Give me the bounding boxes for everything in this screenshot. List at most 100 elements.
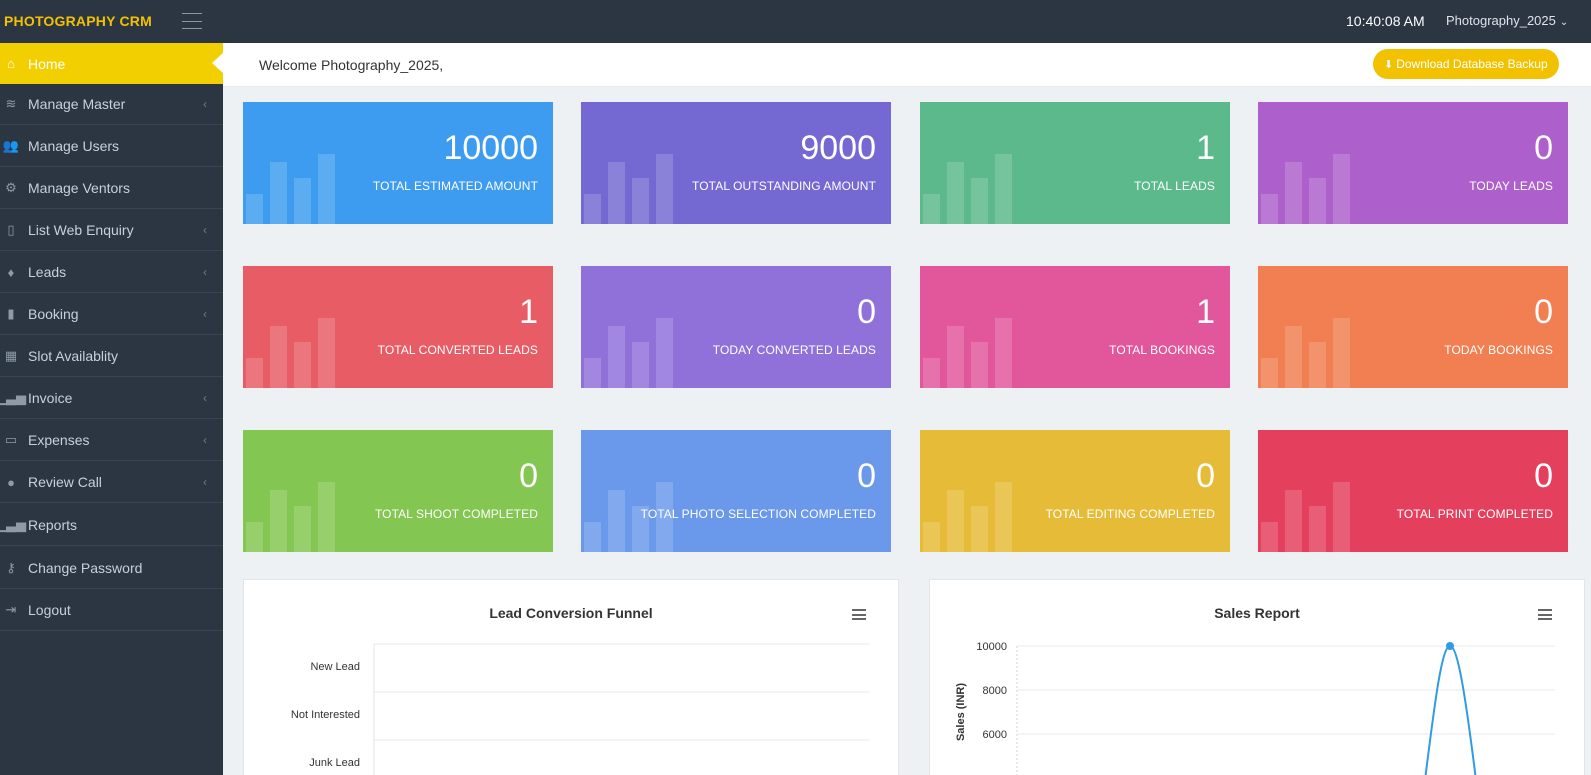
welcome-text: Welcome Photography_2025, bbox=[259, 57, 444, 73]
funnel-category-label: New Lead bbox=[310, 661, 360, 673]
sales-report-title: Sales Report bbox=[1214, 605, 1300, 621]
chevron-left-icon: ‹ bbox=[203, 307, 207, 321]
stat-value: 0 bbox=[1534, 457, 1553, 495]
sales-report-panel: Sales Report 10000 8000 6000 Sales (INR) bbox=[929, 579, 1585, 775]
sidebar-item-review-call[interactable]: ● Review Call ‹ bbox=[0, 462, 223, 503]
stat-label: TOTAL BOOKINGS bbox=[1109, 343, 1215, 357]
stat-card-today-leads[interactable]: 0 TODAY LEADS bbox=[1258, 102, 1568, 224]
stat-label: TOTAL LEADS bbox=[1134, 179, 1215, 193]
stat-card-total-outstanding-amount[interactable]: 9000 TOTAL OUTSTANDING AMOUNT bbox=[581, 102, 891, 224]
stat-card-total-editing-completed[interactable]: 0 TOTAL EDITING COMPLETED bbox=[920, 430, 1230, 552]
sidebar-item-slot-availablity[interactable]: ▦ Slot Availablity bbox=[0, 336, 223, 377]
sidebar-item-label: Booking bbox=[28, 306, 79, 322]
user-name: Photography_2025 bbox=[1446, 13, 1556, 28]
money-icon: ▭ bbox=[4, 432, 18, 447]
stat-value: 0 bbox=[1534, 293, 1553, 331]
stat-label: TOTAL PHOTO SELECTION COMPLETED bbox=[640, 507, 876, 521]
tablet-icon: ▯ bbox=[7, 222, 15, 237]
stat-card-total-converted-leads[interactable]: 1 TOTAL CONVERTED LEADS bbox=[243, 266, 553, 388]
chevron-down-icon: ⌄ bbox=[1559, 17, 1569, 28]
download-backup-button[interactable]: ⬇ Download Database Backup bbox=[1373, 49, 1559, 79]
sidebar-item-manage-master[interactable]: ≋ Manage Master ‹ bbox=[0, 84, 223, 125]
sidebar-item-label: Manage Ventors bbox=[28, 180, 130, 196]
home-icon: ⌂ bbox=[7, 56, 15, 71]
brand-logo[interactable]: PHOTOGRAPHY CRM bbox=[4, 13, 152, 29]
stat-value: 0 bbox=[1534, 129, 1553, 167]
sign-out-icon: ⇥ bbox=[5, 602, 17, 617]
bar-chart-icon: ▁▃▅ bbox=[0, 517, 26, 532]
stat-label: TOTAL OUTSTANDING AMOUNT bbox=[692, 179, 876, 193]
sidebar-item-booking[interactable]: ▮ Booking ‹ bbox=[0, 294, 223, 335]
sidebar-item-label: Home bbox=[28, 55, 66, 72]
chevron-left-icon: ‹ bbox=[203, 223, 207, 237]
stat-card-total-shoot-completed[interactable]: 0 TOTAL SHOOT COMPLETED bbox=[243, 430, 553, 552]
top-header: PHOTOGRAPHY CRM 10:40:08 AM Photography_… bbox=[0, 0, 1591, 43]
sales-series-line bbox=[1424, 644, 1477, 775]
stat-card-total-print-completed[interactable]: 0 TOTAL PRINT COMPLETED bbox=[1258, 430, 1568, 552]
lead-funnel-title: Lead Conversion Funnel bbox=[489, 605, 653, 621]
bookmark-icon: ▮ bbox=[7, 306, 15, 321]
cogs-icon: ⚙ bbox=[5, 180, 17, 195]
sidebar-item-logout[interactable]: ⇥ Logout bbox=[0, 590, 223, 631]
sidebar-item-change-password[interactable]: ⚷ Change Password bbox=[0, 548, 223, 589]
sales-data-point[interactable] bbox=[1446, 642, 1454, 650]
sidebar-item-label: Logout bbox=[28, 602, 71, 618]
clock: 10:40:08 AM bbox=[1346, 13, 1425, 29]
stat-card-total-estimated-amount[interactable]: 10000 TOTAL ESTIMATED AMOUNT bbox=[243, 102, 553, 224]
stat-card-total-photo-selection-completed[interactable]: 0 TOTAL PHOTO SELECTION COMPLETED bbox=[581, 430, 891, 552]
layers-icon: ≋ bbox=[5, 96, 17, 111]
bar-chart-icon bbox=[923, 152, 1013, 224]
chevron-left-icon: ‹ bbox=[203, 433, 207, 447]
stat-card-today-bookings[interactable]: 0 TODAY BOOKINGS bbox=[1258, 266, 1568, 388]
sidebar-item-reports[interactable]: ▁▃▅ Reports bbox=[0, 505, 223, 546]
bar-chart-icon bbox=[246, 480, 336, 552]
stat-value: 10000 bbox=[443, 129, 538, 167]
chart-menu-icon[interactable] bbox=[1538, 609, 1552, 620]
sidebar-item-leads[interactable]: ♦ Leads ‹ bbox=[0, 252, 223, 293]
download-backup-label: Download Database Backup bbox=[1396, 57, 1548, 71]
funnel-category-label: Not Interested bbox=[291, 709, 360, 721]
user-menu[interactable]: Photography_2025 ⌄ bbox=[1446, 13, 1568, 28]
bar-chart-icon bbox=[1261, 480, 1351, 552]
sidebar-item-expenses[interactable]: ▭ Expenses ‹ bbox=[0, 420, 223, 461]
welcome-bar: Welcome Photography_2025, ⬇ Download Data… bbox=[223, 43, 1591, 87]
sidebar-item-label: Reports bbox=[28, 517, 78, 533]
sidebar-item-manage-users[interactable]: 👥 Manage Users bbox=[0, 126, 223, 167]
sidebar-item-label: Invoice bbox=[28, 390, 73, 406]
stat-card-today-converted-leads[interactable]: 0 TODAY CONVERTED LEADS bbox=[581, 266, 891, 388]
sidebar-toggle-icon[interactable] bbox=[182, 13, 202, 29]
stat-label: TODAY BOOKINGS bbox=[1444, 343, 1553, 357]
stat-label: TOTAL ESTIMATED AMOUNT bbox=[372, 179, 538, 193]
funnel-category-label: Junk Lead bbox=[309, 757, 360, 769]
sales-y-tick-label: 10000 bbox=[976, 641, 1007, 653]
sidebar-item-manage-ventors[interactable]: ⚙ Manage Ventors bbox=[0, 168, 223, 209]
comments-icon: ● bbox=[7, 474, 15, 490]
stat-value: 9000 bbox=[800, 129, 876, 167]
sidebar-item-list-web-enquiry[interactable]: ▯ List Web Enquiry ‹ bbox=[0, 210, 223, 251]
bar-chart-icon bbox=[1261, 316, 1351, 388]
chevron-left-icon: ‹ bbox=[203, 97, 207, 111]
sidebar-item-label: Review Call bbox=[28, 474, 102, 490]
calendar-icon: ▦ bbox=[4, 348, 18, 363]
bar-chart-icon bbox=[923, 480, 1013, 552]
stat-label: TOTAL PRINT COMPLETED bbox=[1396, 507, 1553, 521]
bar-chart-icon bbox=[923, 316, 1013, 388]
sidebar-item-invoice[interactable]: ▁▃▅ Invoice ‹ bbox=[0, 378, 223, 419]
stat-value: 1 bbox=[1196, 293, 1215, 331]
bar-chart-icon bbox=[584, 316, 674, 388]
sidebar-item-label: Change Password bbox=[28, 560, 143, 576]
sidebar-item-label: Leads bbox=[28, 264, 67, 280]
sidebar-item-home[interactable]: ⌂ Home bbox=[0, 43, 224, 84]
chevron-left-icon: ‹ bbox=[203, 475, 207, 489]
stat-card-total-bookings[interactable]: 1 TOTAL BOOKINGS bbox=[920, 266, 1230, 388]
sidebar-item-label: Manage Master bbox=[28, 96, 126, 112]
diamond-icon: ♦ bbox=[7, 264, 15, 280]
stat-card-total-leads[interactable]: 1 TOTAL LEADS bbox=[920, 102, 1230, 224]
bar-chart-icon bbox=[584, 480, 674, 552]
stat-label: TOTAL EDITING COMPLETED bbox=[1045, 507, 1215, 521]
chevron-left-icon: ‹ bbox=[203, 265, 207, 279]
stat-value: 0 bbox=[519, 457, 538, 495]
chart-menu-icon[interactable] bbox=[852, 609, 866, 620]
key-icon: ⚷ bbox=[6, 560, 16, 575]
bar-chart-icon bbox=[246, 152, 336, 224]
